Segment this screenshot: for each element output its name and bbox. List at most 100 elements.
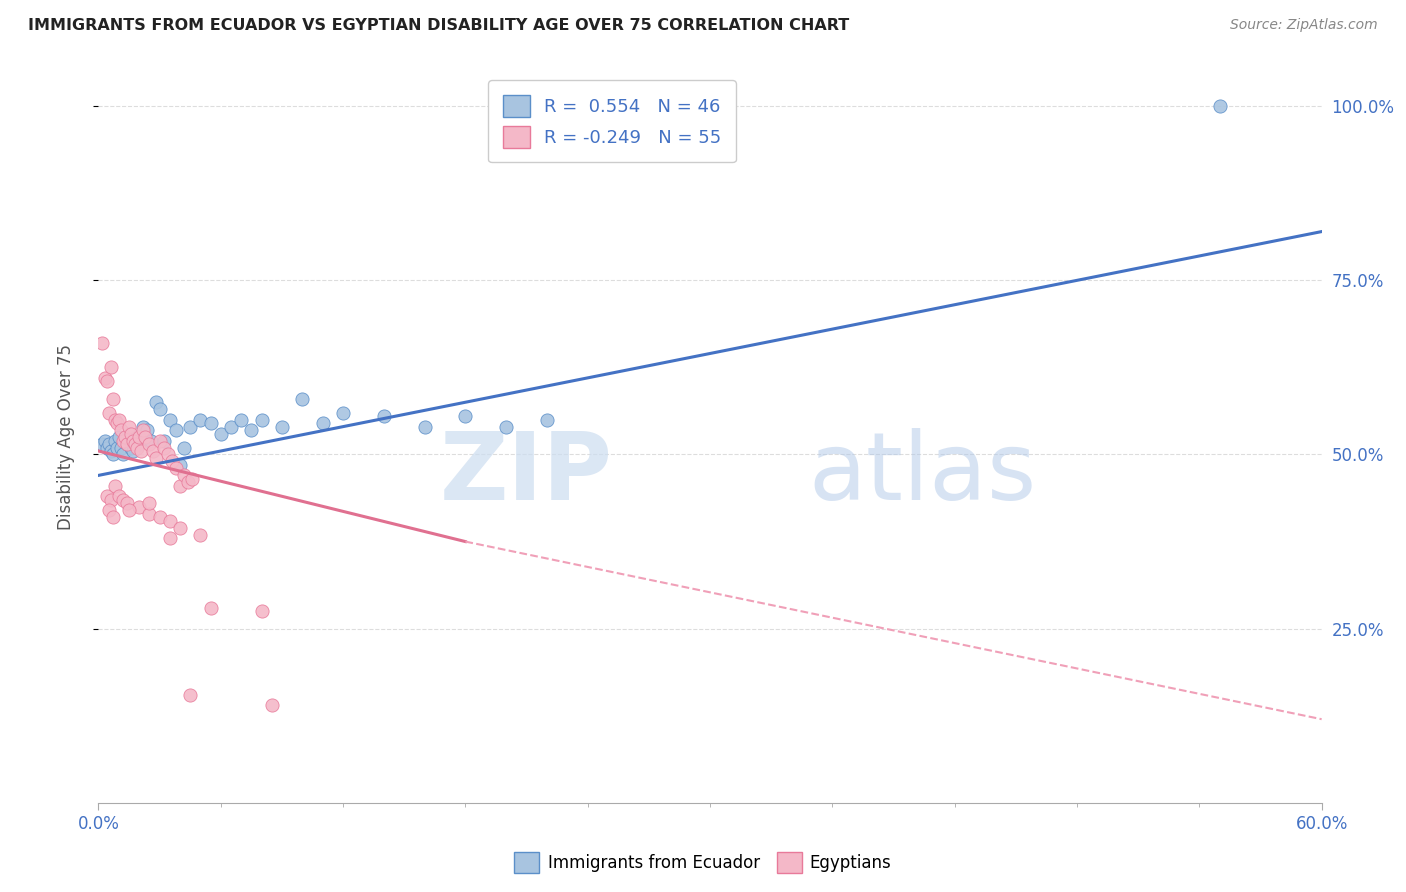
Point	[104, 479, 127, 493]
Point	[181, 472, 204, 486]
Point	[114, 430, 136, 444]
Legend: R =  0.554   N = 46, R = -0.249   N = 55: R = 0.554 N = 46, R = -0.249 N = 55	[488, 80, 735, 162]
Point	[159, 412, 181, 426]
Point	[120, 441, 142, 455]
Point	[152, 434, 174, 448]
Point	[120, 426, 142, 441]
Point	[97, 503, 120, 517]
Point	[536, 412, 558, 426]
Point	[270, 419, 294, 434]
Y-axis label: Disability Age Over 75: Disability Age Over 75	[56, 344, 75, 530]
Point	[122, 434, 145, 448]
Point	[96, 441, 118, 455]
Text: atlas: atlas	[808, 427, 1036, 520]
Point	[128, 430, 150, 444]
Point	[169, 479, 191, 493]
Point	[100, 360, 122, 375]
Point	[91, 336, 114, 351]
Point	[173, 468, 195, 483]
Point	[165, 461, 187, 475]
Point	[93, 434, 115, 448]
Point	[105, 441, 128, 455]
Point	[128, 500, 150, 514]
Point	[159, 514, 181, 528]
Point	[219, 419, 242, 434]
Point	[138, 496, 160, 510]
Point	[250, 412, 273, 426]
Point	[179, 688, 201, 702]
Point	[145, 450, 167, 465]
Point	[495, 419, 517, 434]
Point	[169, 521, 191, 535]
Point	[104, 434, 127, 448]
Point	[138, 437, 160, 451]
Point	[200, 416, 222, 430]
Point	[165, 423, 187, 437]
Point	[169, 458, 191, 472]
Point	[110, 441, 132, 455]
Point	[231, 412, 253, 426]
Point	[149, 510, 172, 524]
Point	[156, 448, 179, 462]
Point	[105, 416, 128, 430]
Point	[101, 448, 124, 462]
Point	[124, 437, 146, 451]
Point	[159, 531, 181, 545]
Point	[129, 444, 152, 458]
Point	[118, 426, 141, 441]
Point	[149, 434, 172, 448]
Point	[115, 437, 138, 451]
Point	[373, 409, 395, 424]
Point	[188, 527, 212, 541]
Point	[200, 600, 222, 615]
Point	[114, 434, 136, 448]
Point	[173, 441, 195, 455]
Point	[454, 409, 477, 424]
Point	[100, 492, 122, 507]
Point	[145, 395, 167, 409]
Point	[141, 434, 163, 448]
Point	[118, 419, 141, 434]
Point	[110, 423, 132, 437]
Point	[122, 444, 145, 458]
Point	[93, 371, 115, 385]
Point	[132, 419, 155, 434]
Point	[108, 412, 131, 426]
Point	[101, 392, 124, 406]
Point	[138, 507, 160, 521]
Point	[160, 454, 183, 468]
Point	[134, 430, 156, 444]
Point	[332, 406, 354, 420]
Point	[179, 419, 201, 434]
Point	[1208, 99, 1232, 113]
Point	[250, 604, 273, 618]
Point	[152, 441, 174, 455]
Point	[124, 430, 146, 444]
Point	[108, 430, 131, 444]
Point	[312, 416, 335, 430]
Legend: Immigrants from Ecuador, Egyptians: Immigrants from Ecuador, Egyptians	[508, 846, 898, 880]
Point	[91, 437, 114, 451]
Point	[142, 444, 165, 458]
Point	[101, 510, 124, 524]
Text: IMMIGRANTS FROM ECUADOR VS EGYPTIAN DISABILITY AGE OVER 75 CORRELATION CHART: IMMIGRANTS FROM ECUADOR VS EGYPTIAN DISA…	[28, 18, 849, 33]
Point	[108, 489, 131, 503]
Point	[132, 423, 155, 437]
Point	[97, 437, 120, 451]
Text: Source: ZipAtlas.com: Source: ZipAtlas.com	[1230, 18, 1378, 32]
Point	[260, 698, 283, 713]
Text: ZIP: ZIP	[439, 427, 612, 520]
Point	[104, 412, 127, 426]
Point	[177, 475, 200, 490]
Point	[97, 406, 120, 420]
Point	[118, 503, 141, 517]
Point	[111, 492, 134, 507]
Point	[149, 402, 172, 417]
Point	[96, 489, 118, 503]
Point	[127, 441, 149, 455]
Point	[115, 496, 138, 510]
Point	[188, 412, 212, 426]
Point	[96, 375, 118, 389]
Point	[240, 423, 263, 437]
Point	[291, 392, 314, 406]
